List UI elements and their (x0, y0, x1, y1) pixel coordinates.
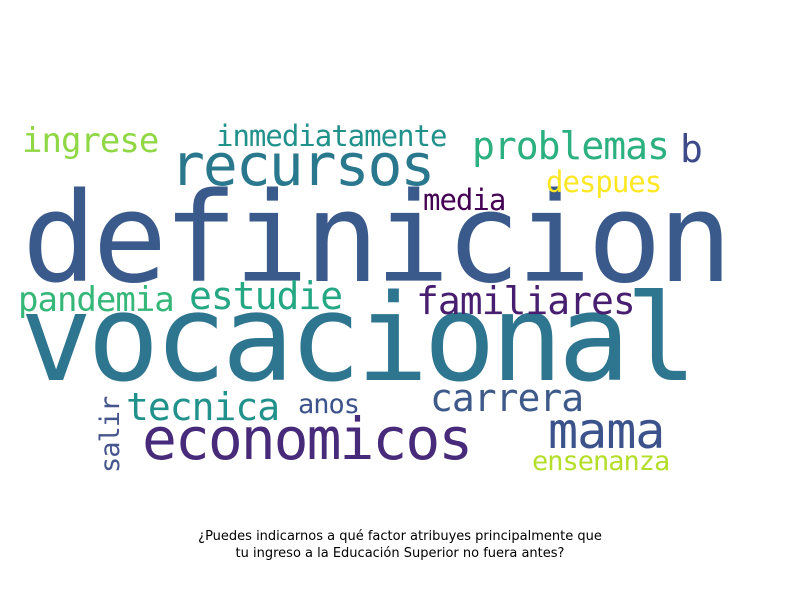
word-familiares: familiares (416, 279, 636, 323)
word-estudie: estudie (189, 274, 343, 318)
word-ensenanza: ensenanza (532, 446, 670, 477)
word-definicion: definicion (22, 167, 733, 311)
word-salir: salir (95, 396, 126, 473)
word-cloud: definicion vocacional recursos economico… (18, 119, 733, 477)
word-mama: mama (548, 402, 665, 460)
word-inmediatamente: inmediatamente (216, 119, 447, 153)
word-media: media (423, 183, 506, 217)
word-vocacional: vocacional (20, 270, 697, 409)
word-pandemia: pandemia (18, 280, 175, 320)
caption-line-1: ¿Puedes indicarnos a qué factor atribuye… (198, 529, 602, 544)
word-recursos: recursos (170, 131, 435, 199)
word-b: b (680, 127, 703, 171)
word-despues: despues (546, 165, 662, 199)
word-carrera: carrera (430, 376, 584, 420)
word-problemas: problemas (472, 124, 670, 168)
word-economicos: economicos (142, 405, 473, 473)
figure-caption: ¿Puedes indicarnos a qué factor atribuye… (0, 528, 800, 562)
word-tecnica: tecnica (126, 385, 280, 429)
word-ingrese: ingrese (22, 121, 159, 161)
word-anos: anos (298, 389, 360, 420)
caption-line-2: tu ingreso a la Educación Superior no fu… (235, 546, 565, 561)
